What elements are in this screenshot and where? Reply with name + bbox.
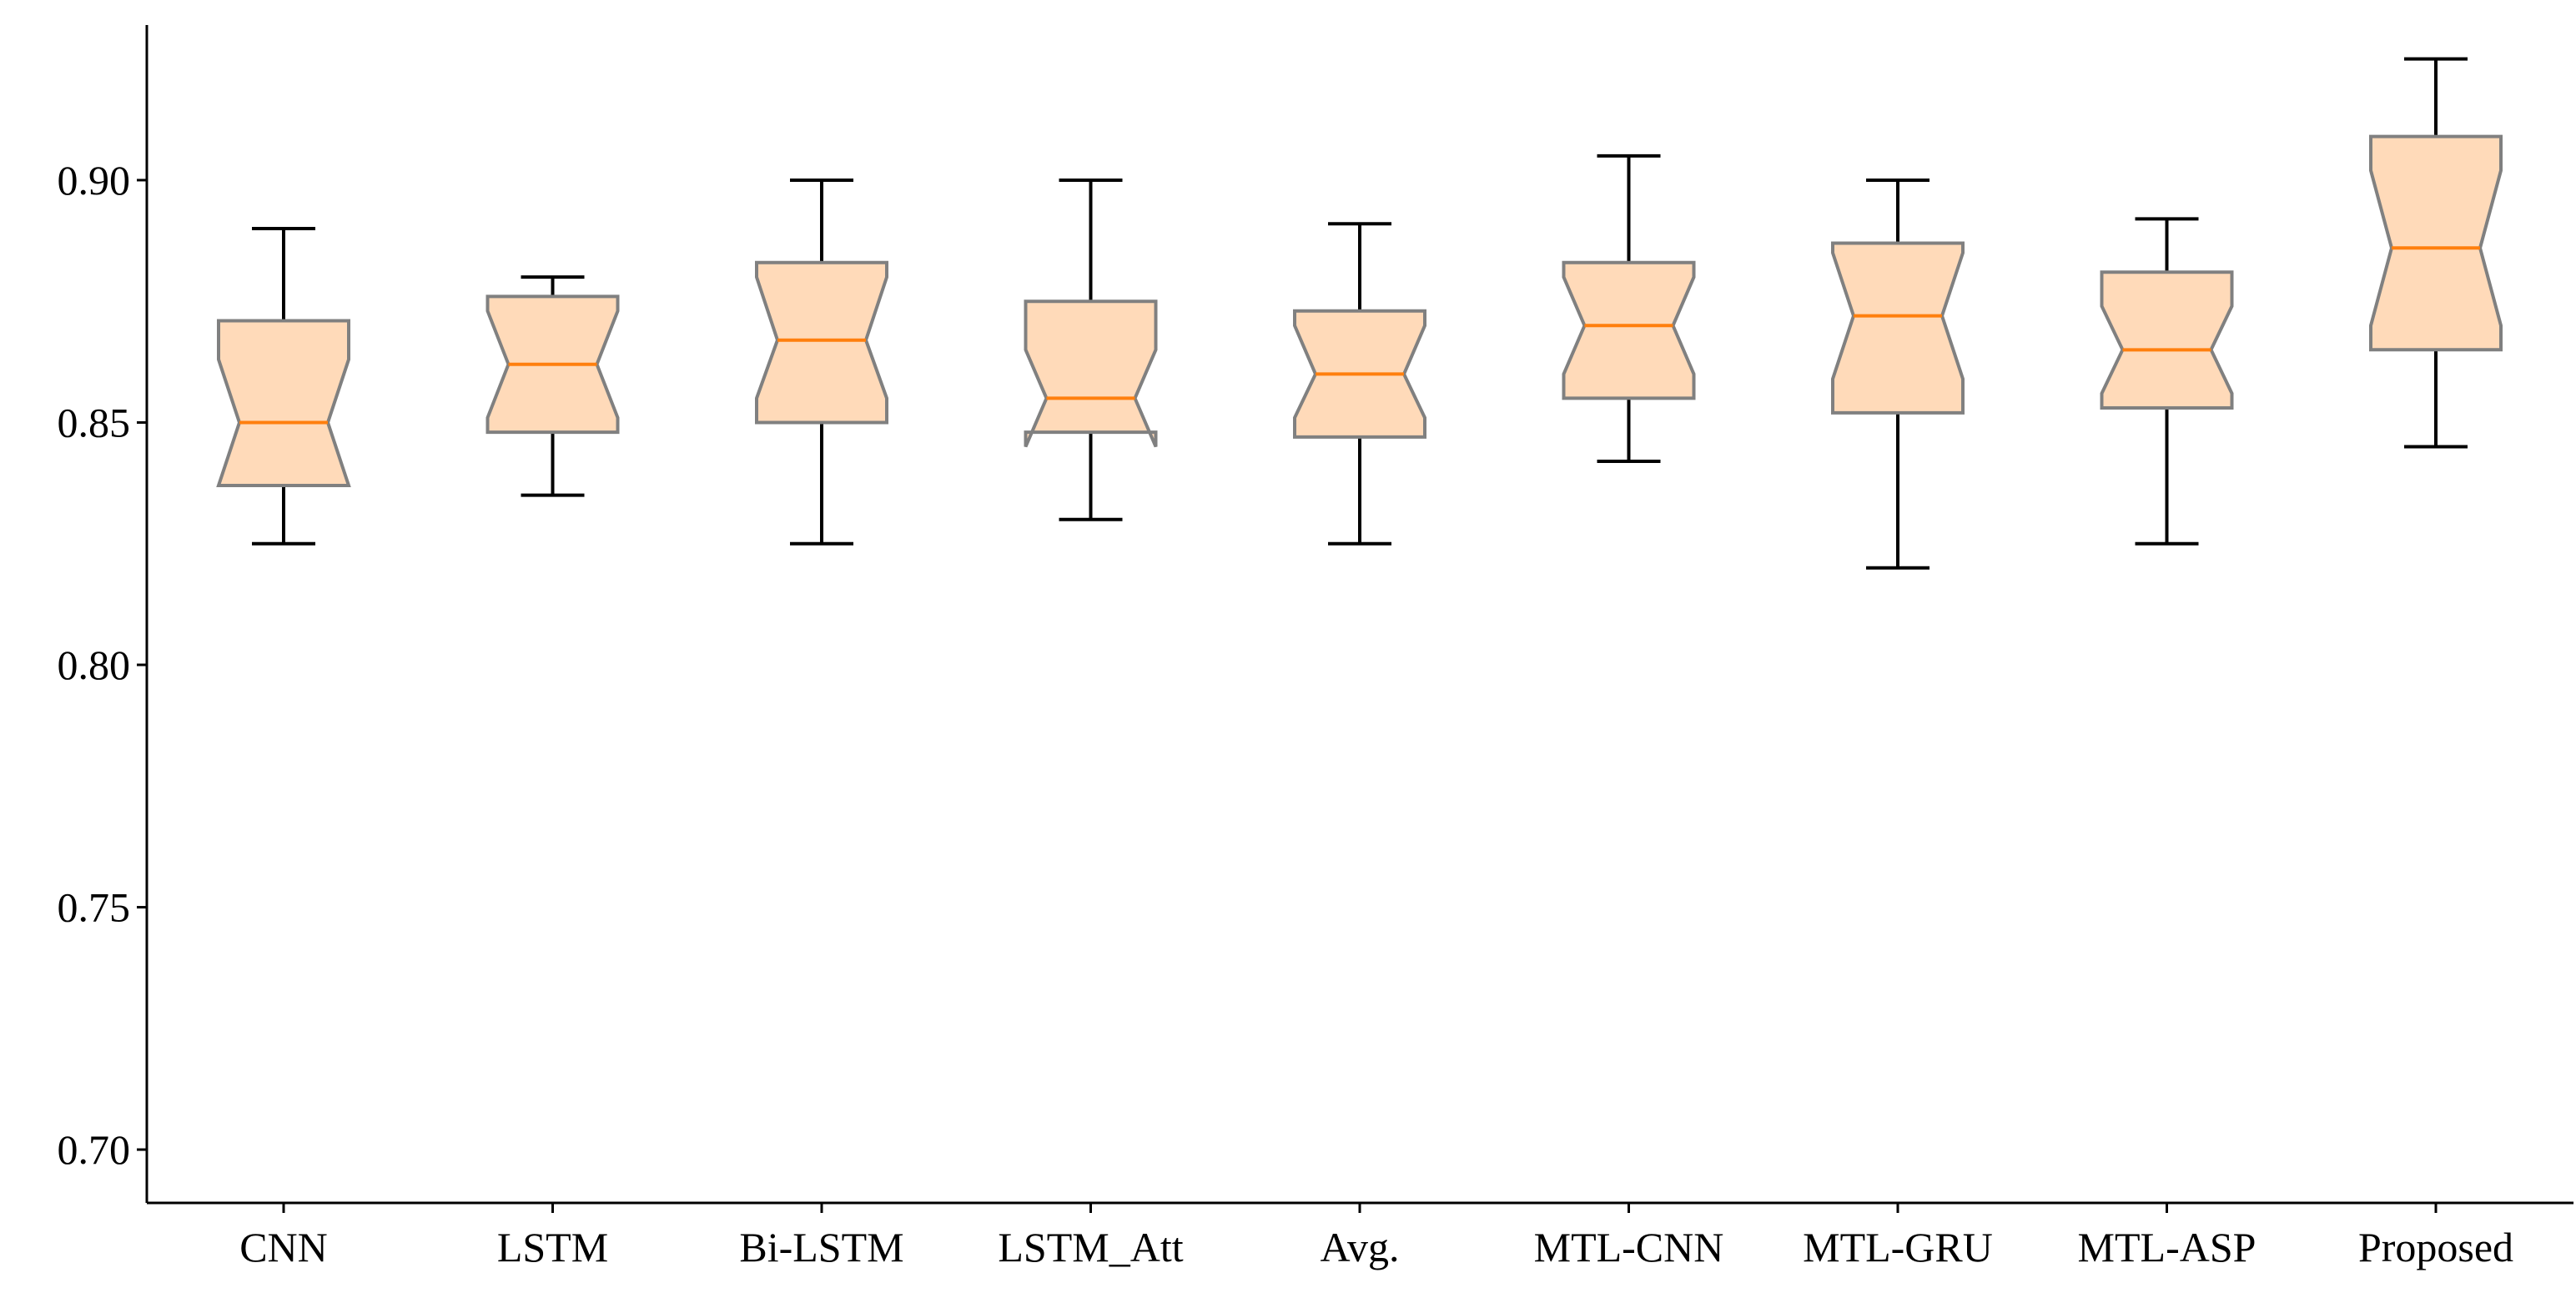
x-tick-label: MTL-CNN xyxy=(1534,1224,1724,1270)
x-tick-label: CNN xyxy=(239,1224,328,1270)
notched-box xyxy=(216,319,351,487)
x-tick-label: Avg. xyxy=(1321,1224,1400,1270)
notched-box xyxy=(755,260,888,425)
x-tick-label: MTL-GRU xyxy=(1803,1224,1993,1270)
box-group xyxy=(1024,178,1158,521)
x-tick-label: LSTM xyxy=(497,1224,608,1270)
plot-area xyxy=(216,57,2503,570)
box-group xyxy=(2369,57,2503,449)
notched-box xyxy=(1562,260,1696,400)
box-group xyxy=(1562,153,1696,463)
x-tick-label: LSTM_Att xyxy=(998,1224,1183,1270)
x-tick-label: MTL-ASP xyxy=(2078,1224,2257,1270)
box-group xyxy=(755,178,888,546)
box-group xyxy=(2100,217,2234,546)
y-tick-label: 0.75 xyxy=(58,884,131,931)
box-group xyxy=(486,275,620,497)
x-axis: CNN LSTM Bi-LSTM LSTM_Att Avg. MTL-CNN MTL-GRU… xyxy=(147,1201,2573,1270)
box-group xyxy=(216,227,351,546)
y-tick-label: 0.70 xyxy=(58,1126,131,1173)
y-tick-label: 0.80 xyxy=(58,641,131,688)
box-group xyxy=(1831,178,1965,570)
notched-box xyxy=(1024,299,1158,448)
x-tick-label: Proposed xyxy=(2358,1224,2513,1270)
y-axis: 0.70 0.75 0.80 0.85 0.90 xyxy=(58,25,148,1203)
notched-box xyxy=(2369,134,2503,352)
notched-box xyxy=(2100,270,2234,410)
x-tick-label: Bi-LSTM xyxy=(739,1224,903,1270)
y-tick-label: 0.85 xyxy=(58,399,131,445)
y-tick-label: 0.90 xyxy=(58,157,131,204)
box-group xyxy=(1293,222,1426,546)
notched-box xyxy=(1831,241,1965,415)
